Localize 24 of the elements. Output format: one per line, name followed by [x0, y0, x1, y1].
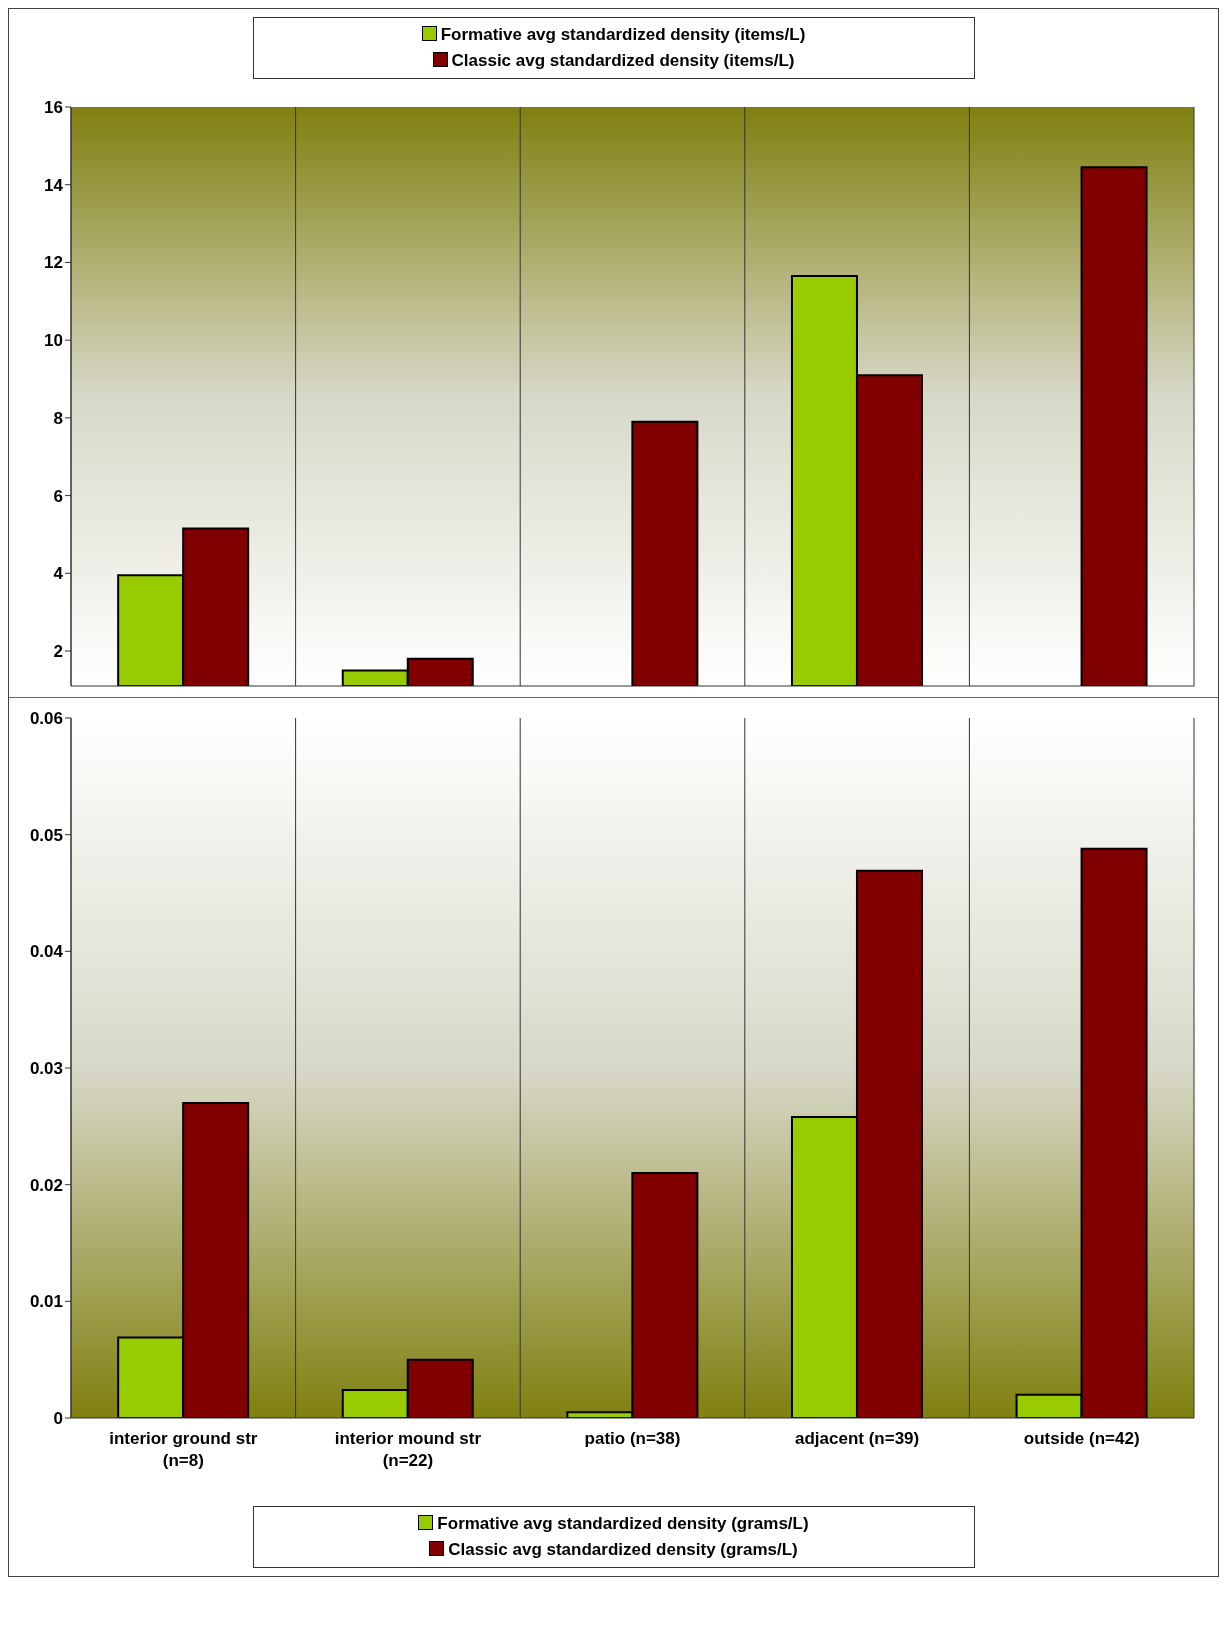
legend-label: Formative avg standardized density (items/L) [440, 25, 806, 44]
x-tick-label: interior ground str (n=8) [109, 1429, 258, 1470]
y-tick-label: 2 [53, 642, 63, 662]
y-tick-label: 6 [53, 486, 63, 506]
x-tick-label: patio (n=38) [584, 1429, 681, 1448]
y-tick-label: 0.06 [29, 709, 63, 729]
y-tick-label: 0.03 [29, 1059, 63, 1079]
y-tick-label: 0.04 [29, 942, 64, 962]
y-tick-label: 0.02 [29, 1175, 63, 1195]
y-tick-label: 0.05 [29, 825, 63, 845]
x-tick-label: adjacent (n=39) [794, 1429, 920, 1448]
y-tick-label: 8 [53, 408, 63, 428]
y-tick-label: 12 [44, 253, 63, 273]
legend-label: Formative avg standardized density (grams/L) [437, 1514, 809, 1533]
y-tick-label: 0 [53, 1409, 63, 1429]
x-tick-label: interior mound str (n=22) [334, 1429, 482, 1470]
legend-label: Classic avg standardized density (grams/L) [448, 1540, 798, 1559]
y-tick-label: 4 [53, 564, 64, 584]
y-tick-label: 14 [44, 175, 64, 195]
x-tick-label: outside (n=42) [1023, 1429, 1140, 1448]
y-tick-label: 16 [44, 98, 63, 118]
legend-label: Classic avg standardized density (items/L) [451, 51, 795, 70]
y-tick-label: 0.01 [29, 1292, 63, 1312]
y-tick-label: 10 [44, 331, 63, 351]
